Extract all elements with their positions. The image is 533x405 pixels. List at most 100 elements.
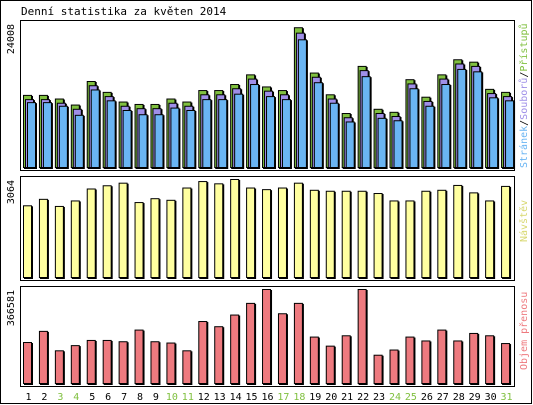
bar-hits-day3-s3 — [58, 105, 68, 168]
x-tick-15: 15 — [246, 392, 258, 403]
bar-visits-day19 — [309, 189, 319, 278]
bar-hits-day21-s3 — [345, 121, 355, 169]
bar-hits-day26-s3 — [425, 105, 435, 168]
bar-visits-day29 — [469, 192, 479, 278]
bar-hits-day7-s3 — [122, 109, 132, 169]
bar-hits-day8-s3 — [138, 114, 148, 168]
bar-volume-day25 — [405, 336, 415, 385]
bar-visits-day28 — [453, 184, 463, 279]
bar-visits-day22 — [357, 190, 367, 278]
bar-visits-day23 — [373, 193, 383, 278]
bar-volume-day28 — [453, 340, 463, 384]
x-tick-24: 24 — [389, 392, 401, 403]
bar-hits-day17-s3 — [281, 99, 291, 168]
side-label-part-5: Přístupů — [518, 23, 530, 71]
bar-hits-day29-s3 — [473, 71, 483, 168]
bar-volume-day8 — [134, 329, 144, 384]
bar-volume-day16 — [262, 289, 272, 384]
bar-hits-day19-s3 — [313, 82, 323, 168]
side-label-visits: Návštěv — [518, 200, 530, 242]
bar-hits-day2-s3 — [42, 102, 52, 168]
x-tick-29: 29 — [469, 392, 481, 403]
bar-volume-day30 — [485, 335, 495, 385]
x-tick-9: 9 — [153, 392, 159, 403]
x-tick-16: 16 — [261, 392, 273, 403]
bar-visits-day10 — [166, 199, 176, 278]
bar-hits-day13-s3 — [218, 99, 228, 168]
bar-hits-day25-s3 — [409, 88, 419, 168]
bar-visits-day21 — [341, 190, 351, 278]
bar-hits-day18-s3 — [297, 39, 307, 168]
bar-volume-day26 — [421, 340, 431, 384]
bar-volume-day19 — [309, 336, 319, 385]
x-tick-19: 19 — [309, 392, 321, 403]
ymax-label-hits: 24008 — [6, 24, 17, 54]
bar-hits-day31-s3 — [505, 100, 515, 168]
side-label-volume: Objem přenosu — [518, 292, 530, 370]
x-tick-22: 22 — [357, 392, 369, 403]
bar-visits-day31 — [501, 185, 511, 278]
bar-hits-day1-s3 — [27, 102, 36, 168]
bar-visits-day11 — [182, 187, 192, 278]
bar-volume-day27 — [437, 329, 447, 384]
bar-volume-day20 — [325, 345, 335, 385]
x-tick-2: 2 — [41, 392, 47, 403]
x-tick-27: 27 — [437, 392, 449, 403]
x-tick-21: 21 — [341, 392, 353, 403]
side-label-hits: Stránek/Souborů/Přístupů — [518, 23, 530, 168]
bar-hits-day14-s3 — [234, 93, 244, 168]
x-tick-4: 4 — [73, 392, 79, 403]
x-tick-7: 7 — [121, 392, 127, 403]
bar-volume-day24 — [389, 349, 399, 385]
bar-hits-day15-s3 — [250, 84, 260, 168]
x-tick-23: 23 — [373, 392, 385, 403]
ymax-label-visits: 3064 — [6, 180, 17, 204]
bar-visits-day8 — [134, 202, 144, 278]
bar-visits-day15 — [246, 187, 256, 278]
side-label-part-4: / — [519, 72, 530, 78]
bar-visits-day9 — [150, 198, 160, 279]
x-tick-3: 3 — [57, 392, 63, 403]
bar-volume-day15 — [246, 302, 256, 384]
bar-hits-day4-s3 — [74, 114, 84, 168]
bar-visits-day5 — [86, 188, 96, 278]
bar-hits-day20-s3 — [329, 102, 339, 168]
bar-visits-day1 — [23, 205, 32, 279]
x-tick-17: 17 — [277, 392, 289, 403]
bar-hits-day12-s3 — [202, 99, 212, 168]
bar-volume-day3 — [54, 350, 64, 384]
x-tick-10: 10 — [166, 392, 178, 403]
bar-hits-day5-s3 — [90, 89, 100, 168]
bar-volume-day31 — [501, 343, 511, 385]
bar-visits-day16 — [262, 189, 272, 279]
bar-volume-day14 — [230, 314, 240, 385]
bar-visits-day6 — [102, 185, 112, 278]
bar-hits-day24-s3 — [393, 120, 403, 168]
bar-hits-day9-s3 — [154, 114, 164, 168]
x-tick-14: 14 — [230, 392, 242, 403]
panel-frame-2 — [20, 176, 515, 281]
bar-hits-day27-s3 — [441, 84, 451, 168]
x-tick-12: 12 — [198, 392, 210, 403]
bar-volume-day7 — [118, 341, 128, 385]
x-tick-20: 20 — [325, 392, 337, 403]
bar-visits-day3 — [54, 205, 64, 278]
x-tick-8: 8 — [137, 392, 143, 403]
x-tick-18: 18 — [293, 392, 305, 403]
panel-frame-3 — [20, 286, 515, 387]
bar-hits-day6-s3 — [106, 100, 116, 168]
bar-hits-day16-s3 — [266, 96, 276, 168]
bar-hits-day10-s3 — [170, 107, 180, 168]
bar-volume-day23 — [373, 354, 383, 384]
bar-hits-day30-s3 — [489, 97, 499, 168]
bar-volume-day12 — [198, 321, 208, 384]
bar-visits-day12 — [198, 181, 208, 278]
bar-visits-day27 — [437, 189, 447, 278]
bar-volume-day4 — [70, 345, 80, 385]
bar-volume-day5 — [86, 339, 96, 384]
x-tick-13: 13 — [214, 392, 226, 403]
bar-visits-day4 — [70, 200, 80, 279]
panel-frame-1 — [20, 20, 515, 171]
